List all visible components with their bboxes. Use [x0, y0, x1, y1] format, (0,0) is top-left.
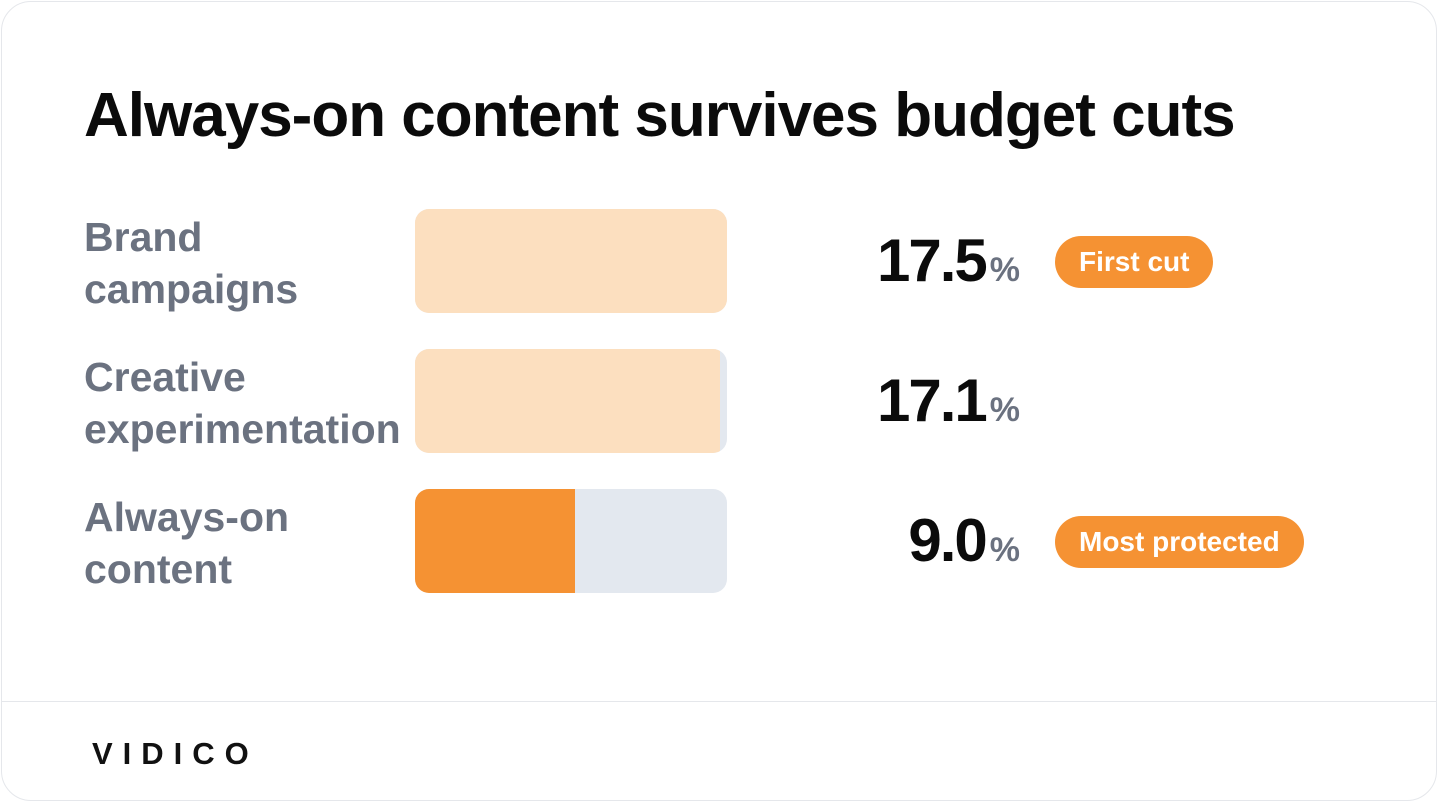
bar-category-label: Always-on content: [84, 491, 414, 595]
bar-category-label-line: content: [84, 546, 233, 592]
bar-row: Always-on content 9.0% Most protected: [2, 489, 1436, 595]
bar-category-label-line: Brand: [84, 214, 203, 260]
brand-logo: VIDICO: [92, 736, 259, 771]
bar-row: Brand campaigns 17.5% First cut: [2, 209, 1436, 315]
bar-value-number: 9.0: [908, 507, 987, 574]
bar-row: Creative experimentation 17.1%: [2, 349, 1436, 455]
bar-track: [415, 209, 727, 313]
bar-value-number: 17.1: [876, 367, 988, 434]
bar-value-percent: %: [989, 251, 1020, 289]
bar-category-label-line: campaigns: [84, 266, 299, 312]
bar-badge: First cut: [1055, 236, 1214, 288]
bar-value-label: 17.1%: [877, 369, 1020, 449]
bar: [415, 209, 727, 313]
bar-track: [415, 489, 727, 593]
bar-track: [415, 349, 727, 453]
bar-value-number: 17.5: [876, 227, 988, 294]
footer-divider: [2, 701, 1436, 702]
bar: [415, 489, 575, 593]
bar-category-label-line: experimentation: [84, 406, 401, 452]
chart-title: Always-on content survives budget cuts: [84, 81, 1236, 150]
bar-value-label: 9.0%: [908, 509, 1020, 589]
bar-category-label-line: Creative: [84, 354, 246, 400]
bar-value-percent: %: [989, 391, 1020, 429]
bar-category-label-line: Always-on: [84, 494, 290, 540]
bar: [415, 349, 720, 453]
bar-category-label: Brand campaigns: [84, 211, 414, 315]
bar-category-label: Creative experimentation: [84, 351, 414, 455]
bar-value-percent: %: [989, 531, 1020, 569]
bar-badge: Most protected: [1055, 516, 1304, 568]
bar-value-label: 17.5%: [877, 229, 1020, 309]
